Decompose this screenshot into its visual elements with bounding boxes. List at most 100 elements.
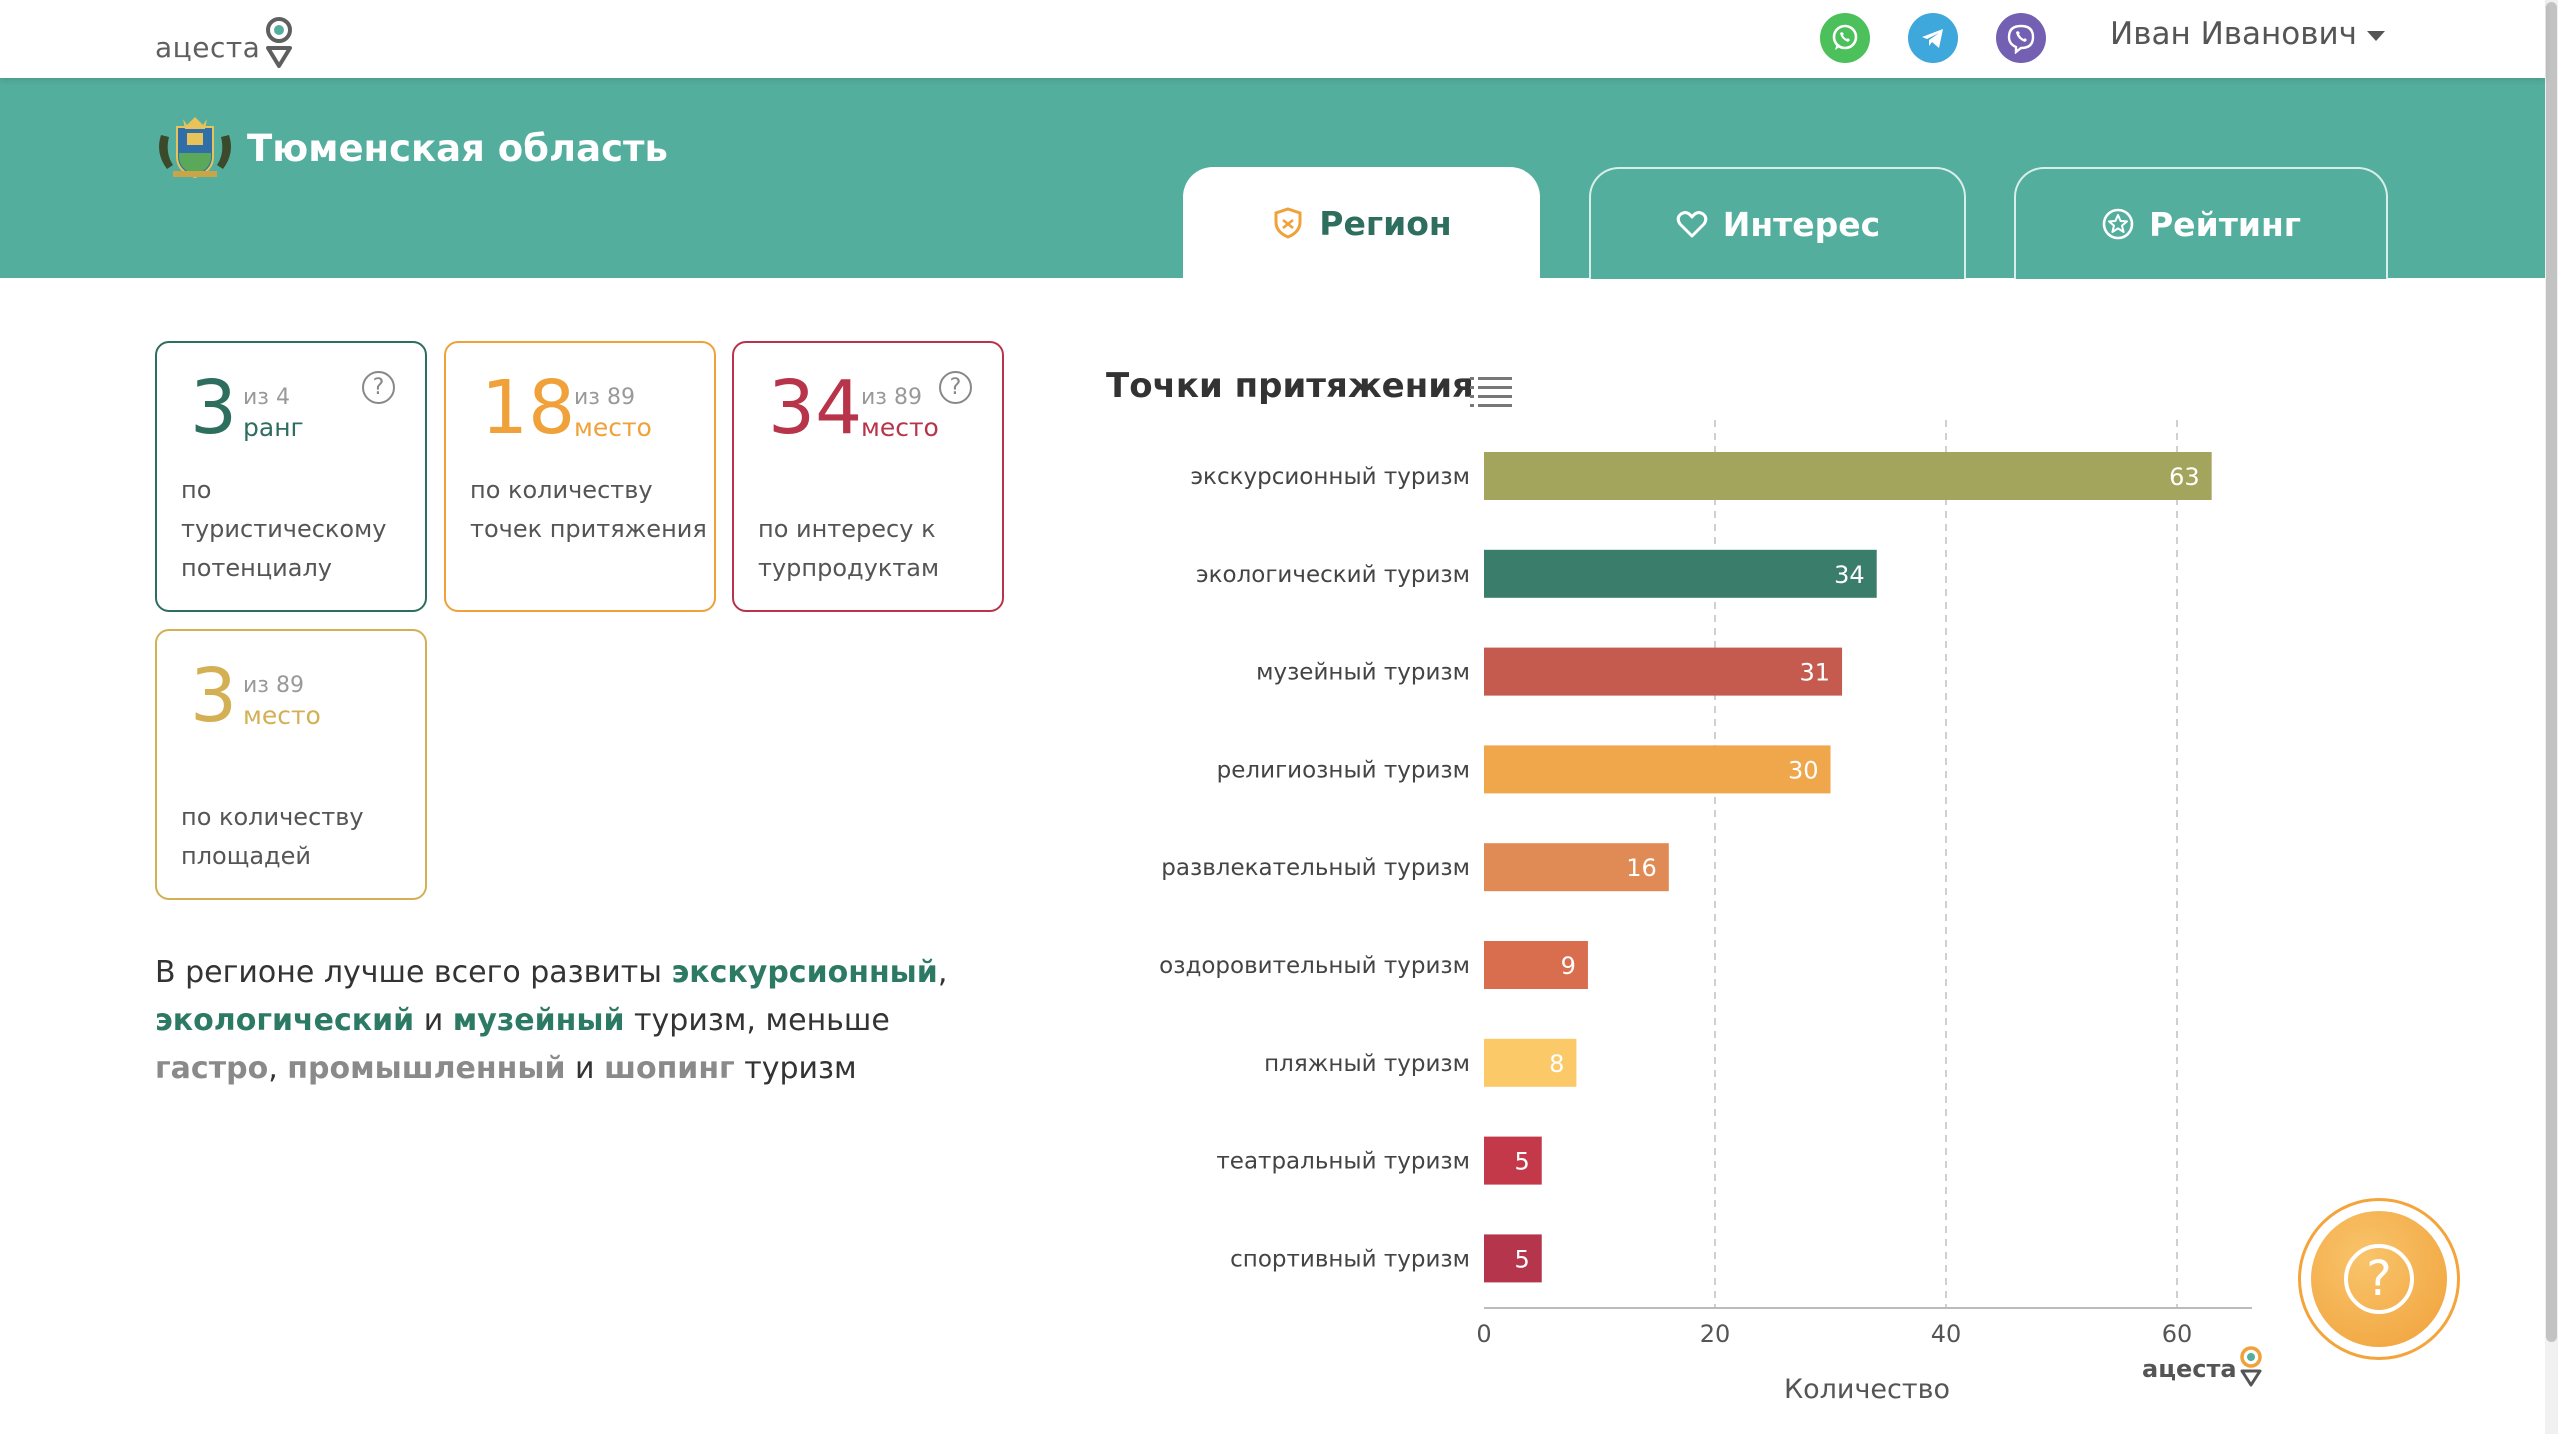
category-label: театральный туризм [1216, 1149, 1470, 1175]
chart-bar [1484, 1136, 1542, 1185]
summary-highlight: экскурсионный [671, 955, 938, 990]
summary-highlight: музейный [452, 1003, 625, 1038]
coat-of-arms-icon [159, 117, 231, 179]
stat-of: из 4 [243, 385, 290, 410]
stat-description: по количеству площадей [181, 803, 364, 870]
stat-card-interest: 34 из 89 место ? по интересу к турпродук… [732, 341, 1004, 612]
bar-value-label: 5 [1514, 1148, 1529, 1176]
x-tick-label: 40 [1931, 1320, 1962, 1348]
bar-value-label: 31 [1800, 659, 1831, 687]
chart-bar [1484, 941, 1588, 989]
telegram-icon[interactable] [1908, 13, 1958, 63]
region-heading: Тюменская область [155, 113, 668, 183]
top-bar: ацеста Иван Иванович [0, 0, 2545, 78]
chart-watermark: ацеста [2142, 1345, 2265, 1387]
tab-region[interactable]: Регион [1183, 167, 1540, 279]
stat-value: 34 [768, 365, 863, 451]
shield-icon [1274, 207, 1302, 239]
category-label: развлекательный туризм [1161, 855, 1470, 881]
region-name: Тюменская область [247, 126, 668, 170]
category-label: оздоровительный туризм [1159, 953, 1470, 979]
bar-value-label: 5 [1514, 1245, 1529, 1273]
logo[interactable]: ацеста [155, 12, 296, 68]
summary-text: и [414, 1003, 453, 1038]
stat-card-potential: 3 из 4 ранг ? по туристическому потенциа… [155, 341, 427, 612]
stat-of: из 89 [243, 673, 304, 698]
category-label: музейный туризм [1256, 660, 1470, 686]
question-mark-icon: ? [2344, 1244, 2414, 1314]
summary-highlight: экологический [155, 1003, 415, 1038]
viber-icon[interactable] [1996, 13, 2046, 63]
star-badge-icon [2102, 208, 2134, 240]
summary-text: В регионе лучше всего развиты [155, 955, 672, 990]
category-label: религиозный туризм [1217, 757, 1470, 783]
bar-value-label: 16 [1626, 854, 1657, 882]
chart-bar [1484, 647, 1843, 696]
logo-text: ацеста [155, 31, 261, 64]
summary-highlight: гастро [155, 1051, 269, 1086]
logo-pin-icon [266, 17, 293, 68]
stat-description: по интересу к турпродуктам [758, 515, 940, 582]
summary-highlight: промышленный [287, 1051, 566, 1086]
help-button-circle: ? [2311, 1211, 2447, 1347]
summary-text: , [937, 955, 948, 990]
region-summary: В регионе лучше всего развиты экскурсион… [155, 949, 1015, 1093]
chart-bar [1484, 745, 1831, 794]
heart-icon [1676, 211, 1707, 238]
tab-rating[interactable]: Рейтинг [2014, 167, 2388, 279]
chart-bar [1484, 1234, 1542, 1283]
category-label: пляжный туризм [1264, 1051, 1470, 1077]
summary-text: туризм, меньше [624, 1003, 890, 1038]
scrollbar-thumb[interactable] [2546, 2, 2557, 1342]
stat-card-areas: 3 из 89 место по количеству площадей [155, 629, 427, 900]
tab-region-label: Регион [1319, 203, 1452, 243]
stat-description: по количеству точек притяжения [470, 476, 707, 543]
category-label: экскурсионный туризм [1190, 464, 1470, 490]
x-axis-title: Количество [1784, 1374, 1950, 1405]
tab-interest-label: Интерес [1722, 204, 1881, 244]
stat-value: 3 [190, 365, 238, 451]
help-icon[interactable]: ? [362, 371, 395, 404]
stat-card-attractions: 18 из 89 место по количеству точек притя… [444, 341, 716, 612]
x-tick-label: 0 [1476, 1320, 1491, 1348]
x-tick-label: 60 [2162, 1320, 2193, 1348]
stat-value: 18 [481, 365, 576, 451]
tab-rating-label: Рейтинг [2149, 204, 2301, 244]
attractions-bar-chart: экскурсионный туризм 63 экологический тури… [1159, 420, 2252, 1405]
logo-pin-icon [2239, 1346, 2262, 1387]
chart-bar [1484, 843, 1669, 892]
user-name: Иван Иванович [2110, 16, 2358, 52]
chart-bar [1484, 452, 2212, 500]
bar-value-label: 30 [1788, 756, 1819, 784]
stat-unit: место [243, 701, 321, 730]
tab-interest[interactable]: Интерес [1589, 167, 1966, 279]
chart-title: Точки притяжения [1106, 366, 1474, 406]
stat-value: 3 [190, 653, 238, 739]
stat-of: из 89 [861, 385, 922, 410]
help-button[interactable]: ? [2298, 1198, 2460, 1360]
category-label: экологический туризм [1196, 562, 1470, 588]
chart-menu-icon[interactable] [1470, 375, 1512, 409]
bar-value-label: 34 [1834, 561, 1865, 589]
user-menu[interactable]: Иван Иванович [2110, 16, 2386, 52]
help-icon[interactable]: ? [939, 371, 972, 404]
bar-value-label: 8 [1549, 1050, 1564, 1078]
x-tick-label: 20 [1700, 1320, 1731, 1348]
chevron-down-icon [2367, 31, 2386, 41]
bar-value-label: 9 [1561, 952, 1576, 980]
whatsapp-icon[interactable] [1820, 13, 1870, 63]
chart-bar [1484, 549, 1877, 598]
summary-text: туризм [734, 1051, 857, 1086]
stat-of: из 89 [574, 385, 635, 410]
summary-text: , [268, 1051, 288, 1086]
stat-unit: место [574, 413, 652, 442]
summary-highlight: шопинг [604, 1051, 735, 1086]
chart-watermark-text: ацеста [2142, 1355, 2237, 1383]
bar-value-label: 63 [2169, 463, 2200, 491]
chart-bar [1484, 1038, 1577, 1087]
summary-text: и [565, 1051, 605, 1086]
category-label: спортивный туризм [1230, 1246, 1470, 1272]
stat-unit: место [861, 413, 939, 442]
stat-unit: ранг [243, 413, 304, 442]
stat-description: по туристическому потенциалу [181, 476, 387, 582]
